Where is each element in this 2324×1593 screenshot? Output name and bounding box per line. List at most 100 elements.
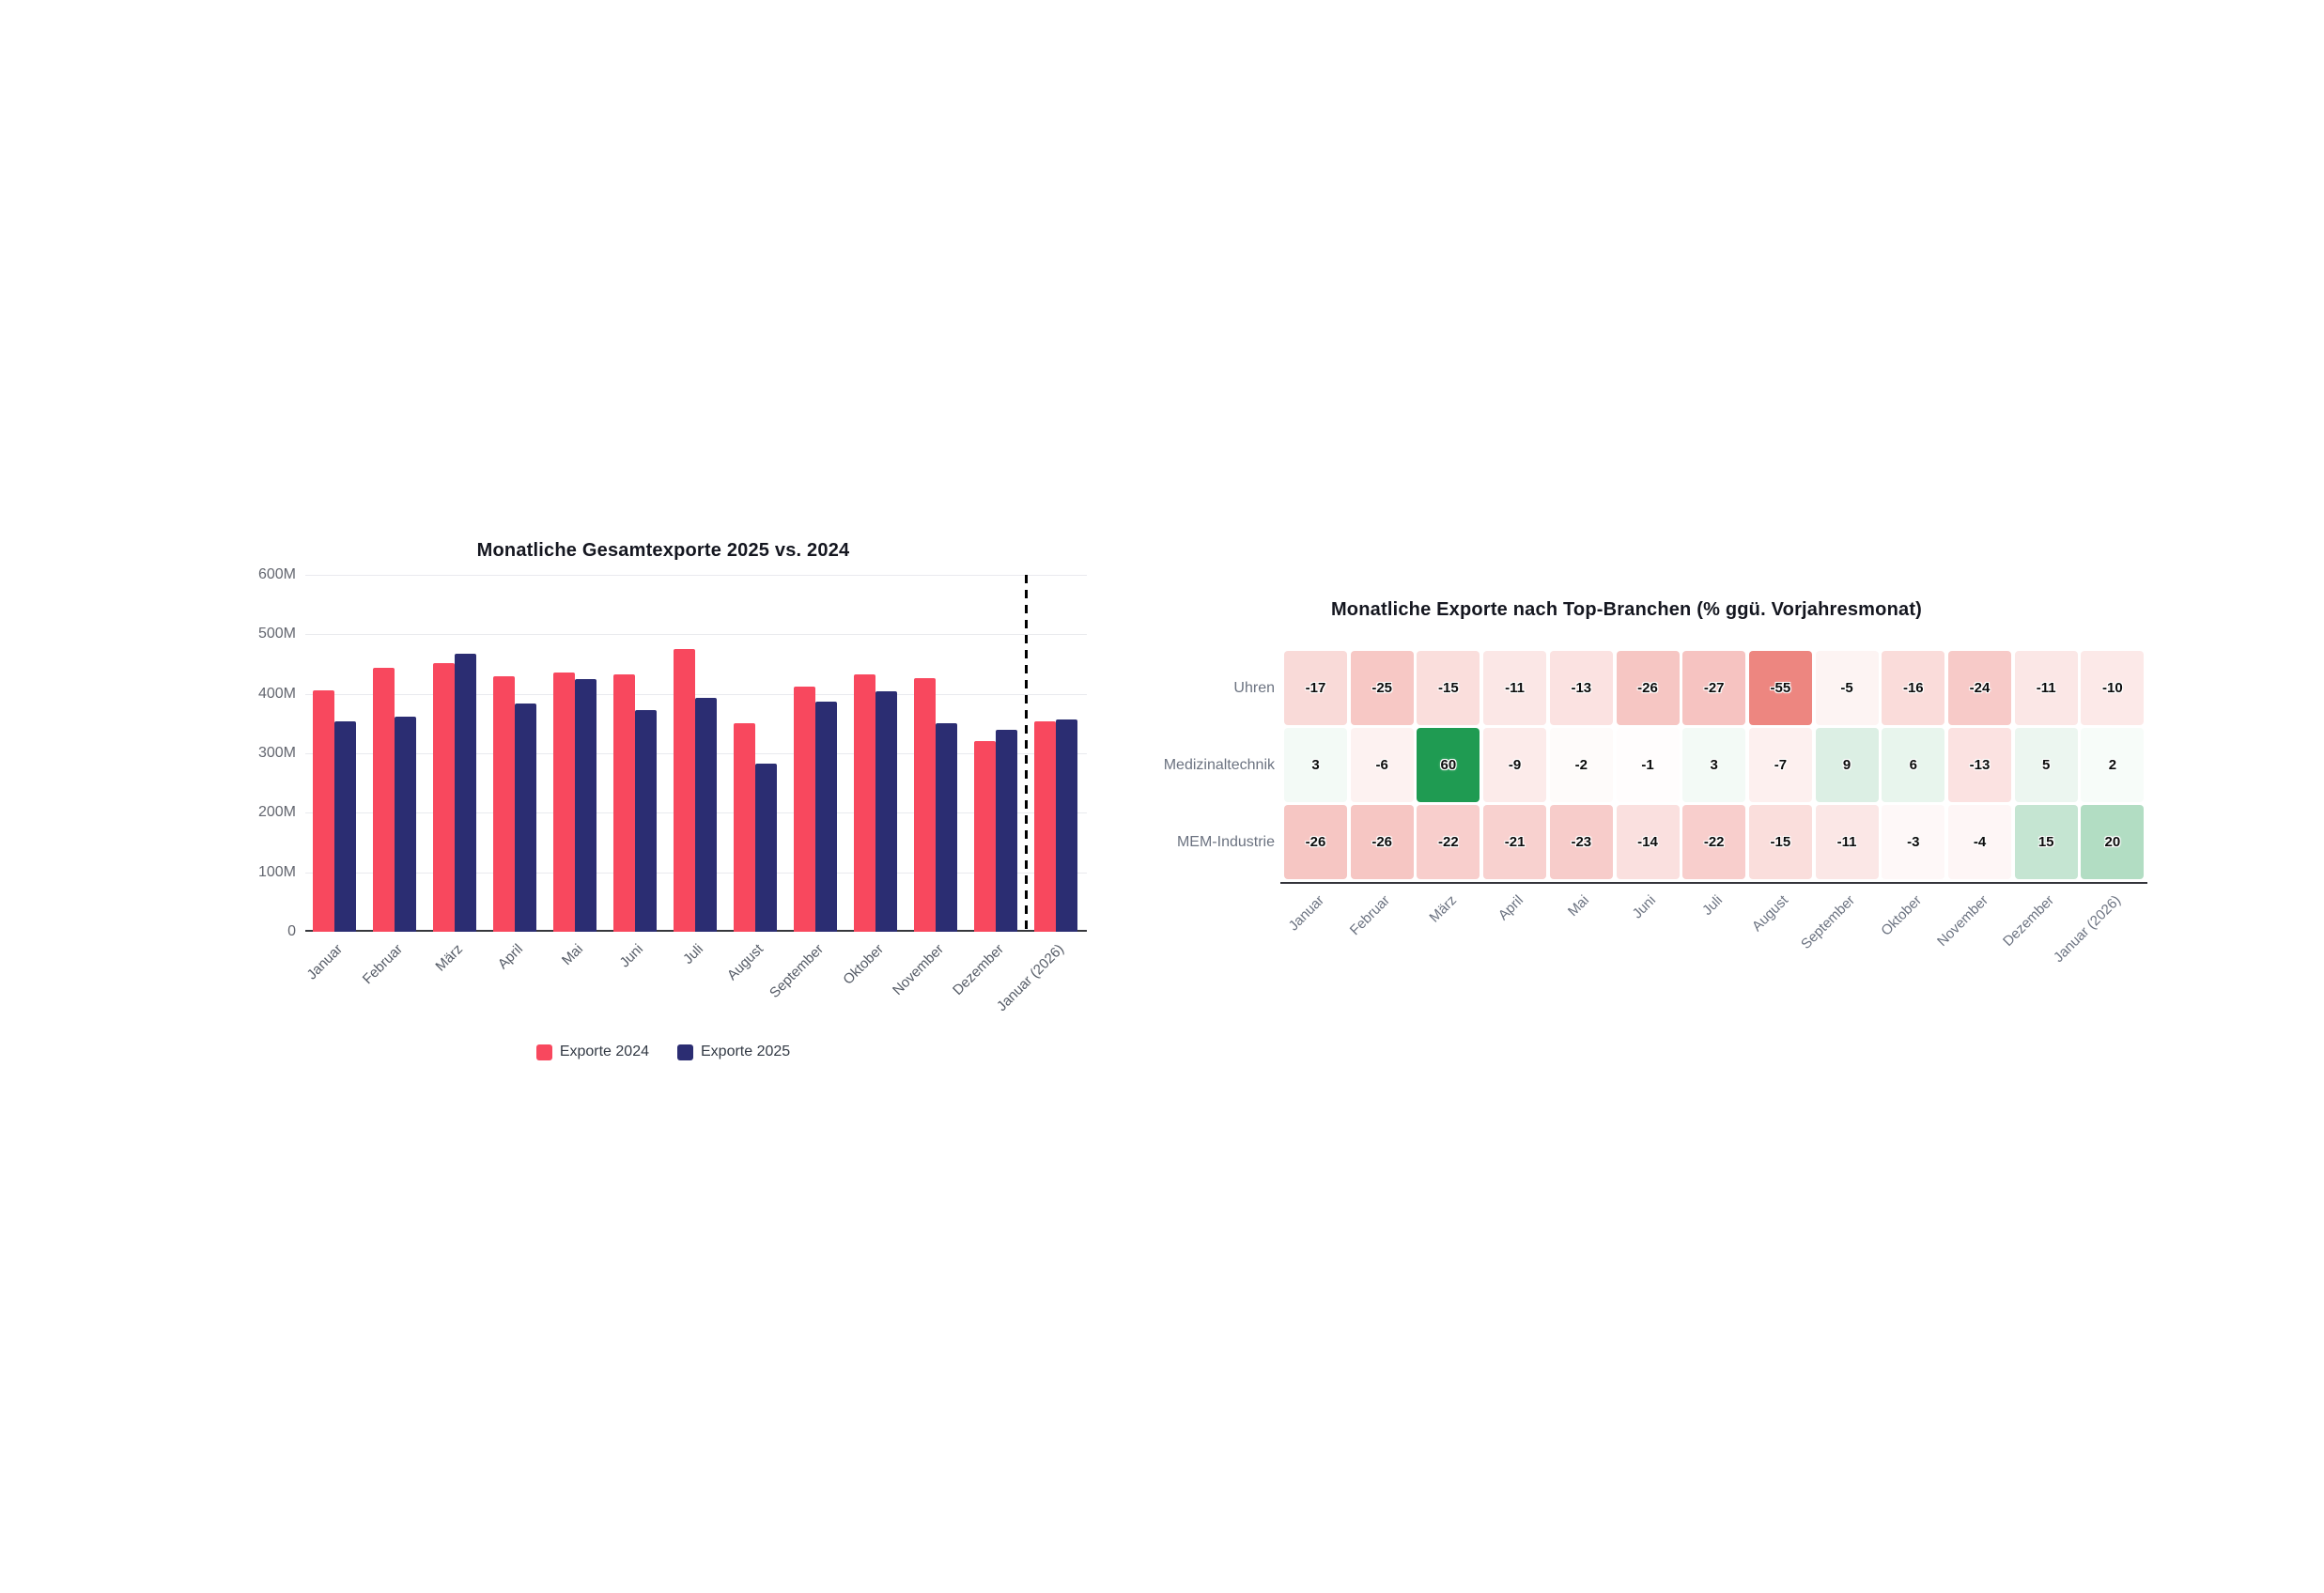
bar-exporte-2024[interactable] xyxy=(613,674,635,932)
heatmap-cell[interactable]: -9 xyxy=(1483,728,1547,802)
bar-exporte-2025[interactable] xyxy=(936,723,957,932)
bar-exporte-2024[interactable] xyxy=(734,723,755,932)
heatmap-cell[interactable]: 20 xyxy=(2081,805,2145,879)
heatmap-cell[interactable]: 15 xyxy=(2014,805,2078,879)
legend-swatch-2025-icon xyxy=(677,1044,693,1060)
bar-exporte-2024[interactable] xyxy=(373,668,395,932)
heatmap-column-label: April xyxy=(1495,892,1526,924)
bar-exporte-2025[interactable] xyxy=(334,721,356,932)
heatmap-cell[interactable]: -13 xyxy=(1549,651,1613,725)
heatmap-cell[interactable]: -26 xyxy=(1350,805,1414,879)
heatmap-column-label: August xyxy=(1749,892,1792,936)
bar-exporte-2024[interactable] xyxy=(674,649,695,932)
legend-label-2025: Exporte 2025 xyxy=(701,1044,791,1059)
gridline xyxy=(305,634,1087,636)
bar-exporte-2024[interactable] xyxy=(313,690,334,932)
heatmap-cell[interactable]: -2 xyxy=(1549,728,1613,802)
heatmap-cell[interactable]: -11 xyxy=(1815,805,1879,879)
heatmap-cell[interactable]: -22 xyxy=(1417,805,1480,879)
heatmap-cell[interactable]: -4 xyxy=(1948,805,2011,879)
heatmap-cell[interactable]: -22 xyxy=(1682,805,1746,879)
bar-exporte-2025[interactable] xyxy=(875,691,897,932)
heatmap-chart: Monatliche Exporte nach Top-Branchen (% … xyxy=(1108,592,2148,1005)
bar-exporte-2024[interactable] xyxy=(854,674,875,932)
bar-exporte-2025[interactable] xyxy=(395,717,416,932)
heatmap-cell[interactable]: -15 xyxy=(1748,805,1812,879)
y-axis-tick-label: 500M xyxy=(257,626,296,642)
heatmap-cell[interactable]: -24 xyxy=(1948,651,2011,725)
y-axis-tick-label: 100M xyxy=(257,863,296,880)
heatmap-cell[interactable]: -25 xyxy=(1350,651,1414,725)
legend-swatch-2024-icon xyxy=(535,1044,552,1060)
bar-exporte-2025[interactable] xyxy=(755,764,777,932)
heatmap-column-label: Mai xyxy=(1565,892,1593,920)
heatmap-column-label: Oktober xyxy=(1878,892,1925,939)
heatmap-cell[interactable]: 3 xyxy=(1284,728,1347,802)
legend-item-exporte-2024[interactable]: Exporte 2024 xyxy=(535,1044,649,1060)
bar-exporte-2025[interactable] xyxy=(1056,719,1077,932)
bar-exporte-2025[interactable] xyxy=(455,654,476,932)
heatmap-cell[interactable]: -23 xyxy=(1549,805,1613,879)
bar-exporte-2024[interactable] xyxy=(974,741,996,932)
bar-exporte-2025[interactable] xyxy=(515,704,536,932)
bar-exporte-2024[interactable] xyxy=(553,673,575,932)
y-axis-tick-label: 400M xyxy=(257,685,296,702)
heatmap-cell[interactable]: -26 xyxy=(1616,651,1680,725)
bar-exporte-2024[interactable] xyxy=(493,676,515,932)
heatmap-title: Monatliche Exporte nach Top-Branchen (% … xyxy=(1330,599,1923,620)
heatmap-cell[interactable]: -7 xyxy=(1748,728,1812,802)
heatmap-column-label: Januar (2026) xyxy=(2050,892,2124,967)
heatmap-cell[interactable]: -10 xyxy=(2081,651,2145,725)
heatmap-column-label: November xyxy=(1933,892,1991,950)
y-axis-tick-label: 300M xyxy=(257,745,296,761)
heatmap-column-label: Dezember xyxy=(2000,892,2058,950)
bar-chart-plot-area: 600M 500M 400M 300M 200M 100M 0 Januar Februar Mä… xyxy=(258,566,1087,1014)
heatmap-cell[interactable]: -3 xyxy=(1882,805,1945,879)
heatmap-cell[interactable]: -5 xyxy=(1815,651,1879,725)
heatmap-cell[interactable]: -11 xyxy=(2014,651,2078,725)
bar-exporte-2024[interactable] xyxy=(1034,721,1056,932)
heatmap-column-label: März xyxy=(1426,892,1460,926)
bar-exporte-2025[interactable] xyxy=(815,702,837,932)
bar-exporte-2024[interactable] xyxy=(794,687,815,932)
bar-exporte-2024[interactable] xyxy=(914,678,936,932)
heatmap-cell[interactable]: 3 xyxy=(1682,728,1746,802)
bar-exporte-2025[interactable] xyxy=(635,710,657,932)
bar-chart: Monatliche Gesamtexporte 2025 vs. 2024 6… xyxy=(240,540,1087,1071)
bar-exporte-2025[interactable] xyxy=(575,679,596,932)
heatmap-column-label: Juli xyxy=(1698,892,1726,919)
heatmap-cell[interactable]: 5 xyxy=(2014,728,2078,802)
heatmap-cell[interactable]: 60 xyxy=(1417,728,1480,802)
heatmap-cell[interactable]: 6 xyxy=(1882,728,1945,802)
y-axis-tick-label: 200M xyxy=(257,804,296,821)
heatmap-cell[interactable]: -13 xyxy=(1948,728,2011,802)
heatmap-cell[interactable]: 2 xyxy=(2081,728,2145,802)
y-axis-tick-label: 0 xyxy=(287,923,296,939)
heatmap-cell[interactable]: -14 xyxy=(1616,805,1680,879)
heatmap-row-label: MEM-Industrie xyxy=(1176,833,1275,850)
heatmap-column-label: Januar xyxy=(1285,892,1327,935)
heatmap-cell[interactable]: -26 xyxy=(1284,805,1347,879)
heatmap-cell[interactable]: 9 xyxy=(1815,728,1879,802)
heatmap-cell[interactable]: -21 xyxy=(1483,805,1547,879)
bar-exporte-2024[interactable] xyxy=(433,663,455,932)
heatmap-cell[interactable]: -15 xyxy=(1417,651,1480,725)
bar-chart-title: Monatliche Gesamtexporte 2025 vs. 2024 xyxy=(476,540,850,561)
heatmap-cell[interactable]: -6 xyxy=(1350,728,1414,802)
gridline xyxy=(305,693,1087,695)
legend: Exporte 2024 Exporte 2025 xyxy=(240,1044,1087,1060)
heatmap-cell[interactable]: -17 xyxy=(1284,651,1347,725)
bar-exporte-2025[interactable] xyxy=(996,730,1017,932)
heatmap-column-label: Februar xyxy=(1347,892,1394,939)
heatmap-cell[interactable]: -16 xyxy=(1882,651,1945,725)
y-axis-tick-label: 600M xyxy=(257,566,296,582)
heatmap-axis-line xyxy=(1280,882,2148,884)
heatmap-cell[interactable]: -55 xyxy=(1748,651,1812,725)
legend-item-exporte-2025[interactable]: Exporte 2025 xyxy=(677,1044,790,1060)
heatmap-row-label: Medizinaltechnik xyxy=(1163,756,1275,773)
heatmap-cell[interactable]: -1 xyxy=(1616,728,1680,802)
gridline xyxy=(305,575,1087,576)
heatmap-cell[interactable]: -27 xyxy=(1682,651,1746,725)
heatmap-cell[interactable]: -11 xyxy=(1483,651,1547,725)
bar-exporte-2025[interactable] xyxy=(695,698,717,932)
